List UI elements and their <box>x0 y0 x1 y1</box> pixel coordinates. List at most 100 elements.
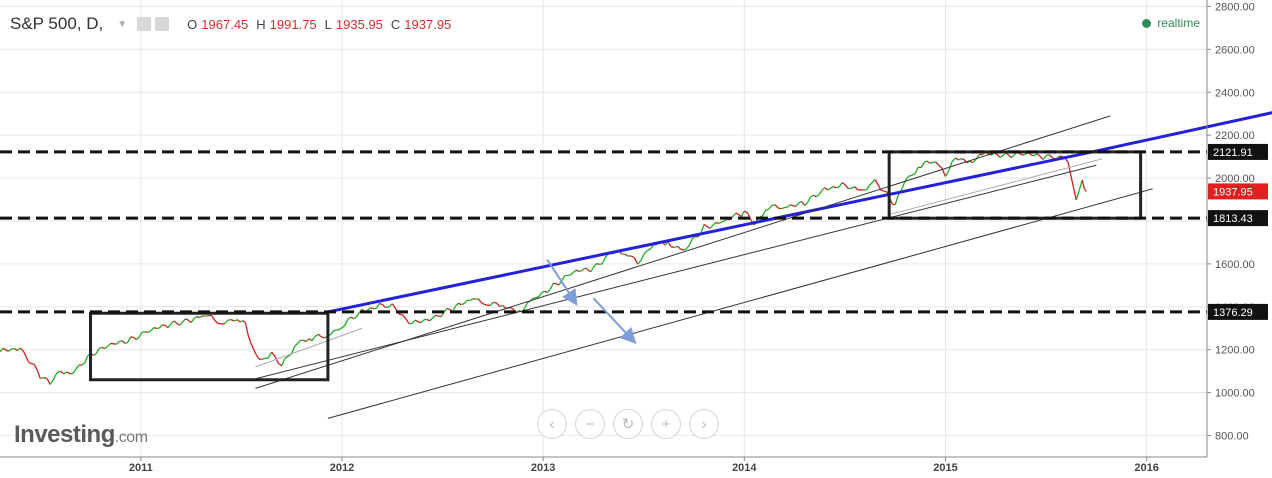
price-segment <box>798 200 803 204</box>
price-segment <box>784 206 788 209</box>
price-segment <box>771 203 776 207</box>
x-tick-label: 2013 <box>531 462 555 474</box>
price-segment <box>119 340 123 343</box>
y-tick-label: 2800.00 <box>1215 1 1255 13</box>
price-segment <box>455 302 459 307</box>
price-segment <box>138 331 143 338</box>
zoom-in-button[interactable]: + <box>651 409 681 439</box>
price-segment <box>480 301 485 305</box>
price-segment <box>908 174 912 177</box>
price-segment <box>250 342 255 350</box>
price-segment <box>1034 153 1038 156</box>
price-segment <box>281 358 286 367</box>
price-segment <box>795 202 800 207</box>
y-tick-label: 2400.00 <box>1215 87 1255 99</box>
price-segment <box>920 162 925 168</box>
price-segment <box>854 186 859 191</box>
price-segment <box>95 348 100 354</box>
open-label: O <box>187 16 198 32</box>
price-segment <box>923 160 928 164</box>
price-segment <box>214 319 219 325</box>
channel-line <box>255 327 363 368</box>
eye-icon[interactable] <box>137 17 152 31</box>
price-segment <box>926 160 931 164</box>
y-tick-label: 800.00 <box>1215 431 1249 443</box>
price-segment <box>932 161 936 164</box>
price-segment <box>181 318 186 323</box>
zoom-controls: ‹ − ↻ + › <box>537 409 719 439</box>
price-segment <box>486 304 491 307</box>
price-segment <box>461 303 465 306</box>
price-segment <box>509 307 513 310</box>
level-price-label: 2121.91 <box>1213 147 1253 159</box>
price-segment <box>1022 153 1027 156</box>
price-segment <box>224 319 229 325</box>
price-segment <box>443 307 448 313</box>
price-segment <box>767 205 773 210</box>
price-segment <box>572 269 577 273</box>
price-segment <box>167 323 172 329</box>
price-segment <box>1065 159 1069 163</box>
price-segment <box>765 208 769 211</box>
price-segment <box>718 221 722 224</box>
zoom-out-button[interactable]: − <box>575 409 605 439</box>
price-segment <box>367 307 372 311</box>
price-segment <box>414 319 419 323</box>
price-segment <box>743 210 749 214</box>
price-segment <box>398 313 403 316</box>
realtime-dot-icon <box>1142 18 1152 28</box>
scroll-left-button[interactable]: ‹ <box>537 409 567 439</box>
arrow-annotation <box>592 297 637 345</box>
price-segment <box>127 336 132 343</box>
price-segment <box>575 269 580 272</box>
price-segment <box>31 363 35 366</box>
x-tick-label: 2015 <box>933 462 957 474</box>
price-segment <box>63 371 68 375</box>
drawing-layer: ? <box>0 111 1272 419</box>
price-segment <box>426 318 430 322</box>
price-segment <box>824 187 829 191</box>
price-segment <box>692 235 696 239</box>
price-segment <box>333 329 337 332</box>
last-price-badge <box>1208 183 1268 200</box>
price-segment <box>196 315 200 319</box>
y-tick-label: 2600.00 <box>1215 44 1255 56</box>
low-label: L <box>324 16 332 32</box>
price-segment <box>185 318 189 321</box>
chart-legend: S&P 500, D, ▼ O 1967.45 H 1991.75 L 1935… <box>10 14 451 34</box>
scroll-right-button[interactable]: › <box>689 409 719 439</box>
price-segment <box>1045 154 1050 157</box>
price-segment <box>502 305 507 309</box>
price-segment <box>929 161 933 164</box>
price-segment <box>373 307 377 310</box>
price-segment <box>735 212 739 216</box>
price-segment <box>1008 154 1012 159</box>
price-segment <box>303 339 307 343</box>
price-segment <box>391 303 397 310</box>
price-segment <box>170 320 175 324</box>
price-segment <box>637 260 642 265</box>
price-segment <box>405 318 410 325</box>
price-segment <box>43 376 48 380</box>
price-segment <box>19 347 24 351</box>
price-segment <box>11 347 15 350</box>
caret-down-icon[interactable]: ▼ <box>117 18 128 30</box>
level-price-badge <box>1208 303 1268 320</box>
price-segment <box>25 355 30 363</box>
price-segment <box>350 316 354 320</box>
price-segment <box>833 185 837 189</box>
price-segment <box>624 253 629 257</box>
price-segment <box>495 302 501 308</box>
settings-icon[interactable] <box>155 17 170 31</box>
reset-button[interactable]: ↻ <box>613 409 643 439</box>
price-segment <box>98 346 103 350</box>
price-segment <box>311 336 316 342</box>
price-segment <box>107 342 112 347</box>
price-segment <box>2 347 7 351</box>
price-segment <box>308 338 313 342</box>
price-segment <box>338 327 343 331</box>
price-segment <box>996 153 1001 158</box>
price-segment <box>1083 188 1087 192</box>
